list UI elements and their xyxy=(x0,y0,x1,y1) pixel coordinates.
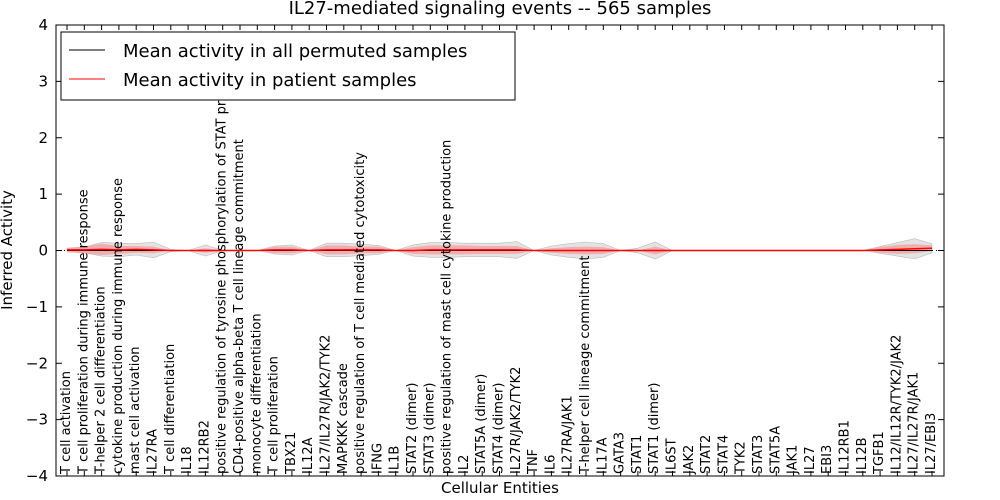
legend-box xyxy=(60,31,516,101)
category-label: IL27R/JAK2/TYK2 xyxy=(509,367,524,474)
y-tick-label: −3 xyxy=(26,411,48,429)
category-label: TNF xyxy=(526,449,541,475)
activity-bands xyxy=(56,238,944,260)
legend-label-patient: Mean activity in patient samples xyxy=(123,70,417,91)
category-label: cytokine production during immune respon… xyxy=(111,178,126,474)
category-labels: T cell activation T cell proliferation du… xyxy=(59,68,939,475)
category-label: STAT2 xyxy=(699,435,714,474)
series-lines xyxy=(67,247,933,252)
category-label: IL27/IL27R/JAK2/TYK2 xyxy=(319,335,334,474)
category-label: STAT3 (dimer) xyxy=(422,383,437,474)
category-label: IL2 xyxy=(457,455,472,474)
category-label: IL12RB2 xyxy=(197,420,212,474)
y-tick-label: 1 xyxy=(38,185,48,203)
y-axis: −4 −3 −2 −1 0 1 2 3 4 xyxy=(26,16,944,485)
category-label: TBX21 xyxy=(284,432,299,475)
category-label: STAT4 (dimer) xyxy=(492,383,507,474)
y-tick-label: 4 xyxy=(38,16,48,34)
category-label: STAT1 xyxy=(630,435,645,474)
category-label: EBI3 xyxy=(820,445,835,474)
patient-mean-line xyxy=(67,247,933,252)
category-label: TYK2 xyxy=(734,441,749,475)
x-axis-label: Cellular Entities xyxy=(441,479,559,497)
category-label: IL6ST xyxy=(665,438,680,474)
category-label: IL27 xyxy=(803,446,818,474)
category-label: CD4-positive alpha-beta T cell lineage c… xyxy=(232,139,247,474)
category-label: T cell proliferation during immune respo… xyxy=(76,189,91,475)
category-label: TGFB1 xyxy=(872,431,887,475)
category-label: IL6 xyxy=(543,455,558,474)
category-label: MAPKKK cascade xyxy=(336,363,351,474)
category-label: STAT3 xyxy=(751,435,766,474)
category-label: IL12A xyxy=(301,437,316,474)
category-label: IFNG xyxy=(370,443,385,474)
category-label: IL1B xyxy=(388,446,403,474)
category-label: IL12/IL12R/TYK2/JAK2 xyxy=(889,335,904,474)
category-label: IL18 xyxy=(180,446,195,474)
category-label: STAT5A xyxy=(768,426,783,474)
category-label: T-helper 2 cell differentiation xyxy=(94,286,109,475)
category-label: GATA3 xyxy=(613,432,628,474)
category-label: T cell differentiation xyxy=(163,344,178,475)
y-axis-label: Inferred Activity xyxy=(0,190,16,310)
y-tick-label: 2 xyxy=(38,129,48,147)
category-label: monocyte differentiation xyxy=(249,313,264,474)
category-label: IL27/EBI3 xyxy=(924,413,939,474)
category-label: positive regulation of mast cell cytokin… xyxy=(440,140,455,474)
category-label: JAK2 xyxy=(682,445,697,475)
category-label: positive regulation of tyrosine phosphor… xyxy=(215,68,230,474)
y-tick-label: 3 xyxy=(38,72,48,90)
category-label: STAT4 xyxy=(716,435,731,474)
category-label: T cell activation xyxy=(59,371,74,475)
category-label: mast cell activation xyxy=(128,346,143,474)
x-axis xyxy=(66,25,933,476)
category-label: IL17A xyxy=(595,437,610,474)
legend: Mean activity in all permuted samples Me… xyxy=(60,31,516,101)
y-tick-label: −4 xyxy=(26,467,48,485)
legend-label-permuted: Mean activity in all permuted samples xyxy=(123,41,467,62)
category-label: IL27RA/JAK1 xyxy=(561,395,576,474)
category-label: IL12B xyxy=(855,437,870,474)
chart-title: IL27-mediated signaling events -- 565 sa… xyxy=(289,0,712,19)
category-label: STAT2 (dimer) xyxy=(405,383,420,474)
y-tick-label: −2 xyxy=(26,354,48,372)
category-label: JAK1 xyxy=(786,445,801,475)
y-tick-label: 0 xyxy=(38,242,48,260)
category-label: positive regulation of T cell mediated c… xyxy=(353,152,368,474)
category-label: STAT1 (dimer) xyxy=(647,383,662,474)
category-label: IL12RB1 xyxy=(838,420,853,474)
y-tick-label: −1 xyxy=(26,298,48,316)
category-label: IL27/IL27R/JAK1 xyxy=(907,372,922,474)
category-label: T cell proliferation xyxy=(267,356,282,475)
category-label: IL27RA xyxy=(146,429,161,474)
category-label: T-helper cell lineage commitment xyxy=(578,256,593,475)
category-label: STAT5A (dimer) xyxy=(474,374,489,474)
